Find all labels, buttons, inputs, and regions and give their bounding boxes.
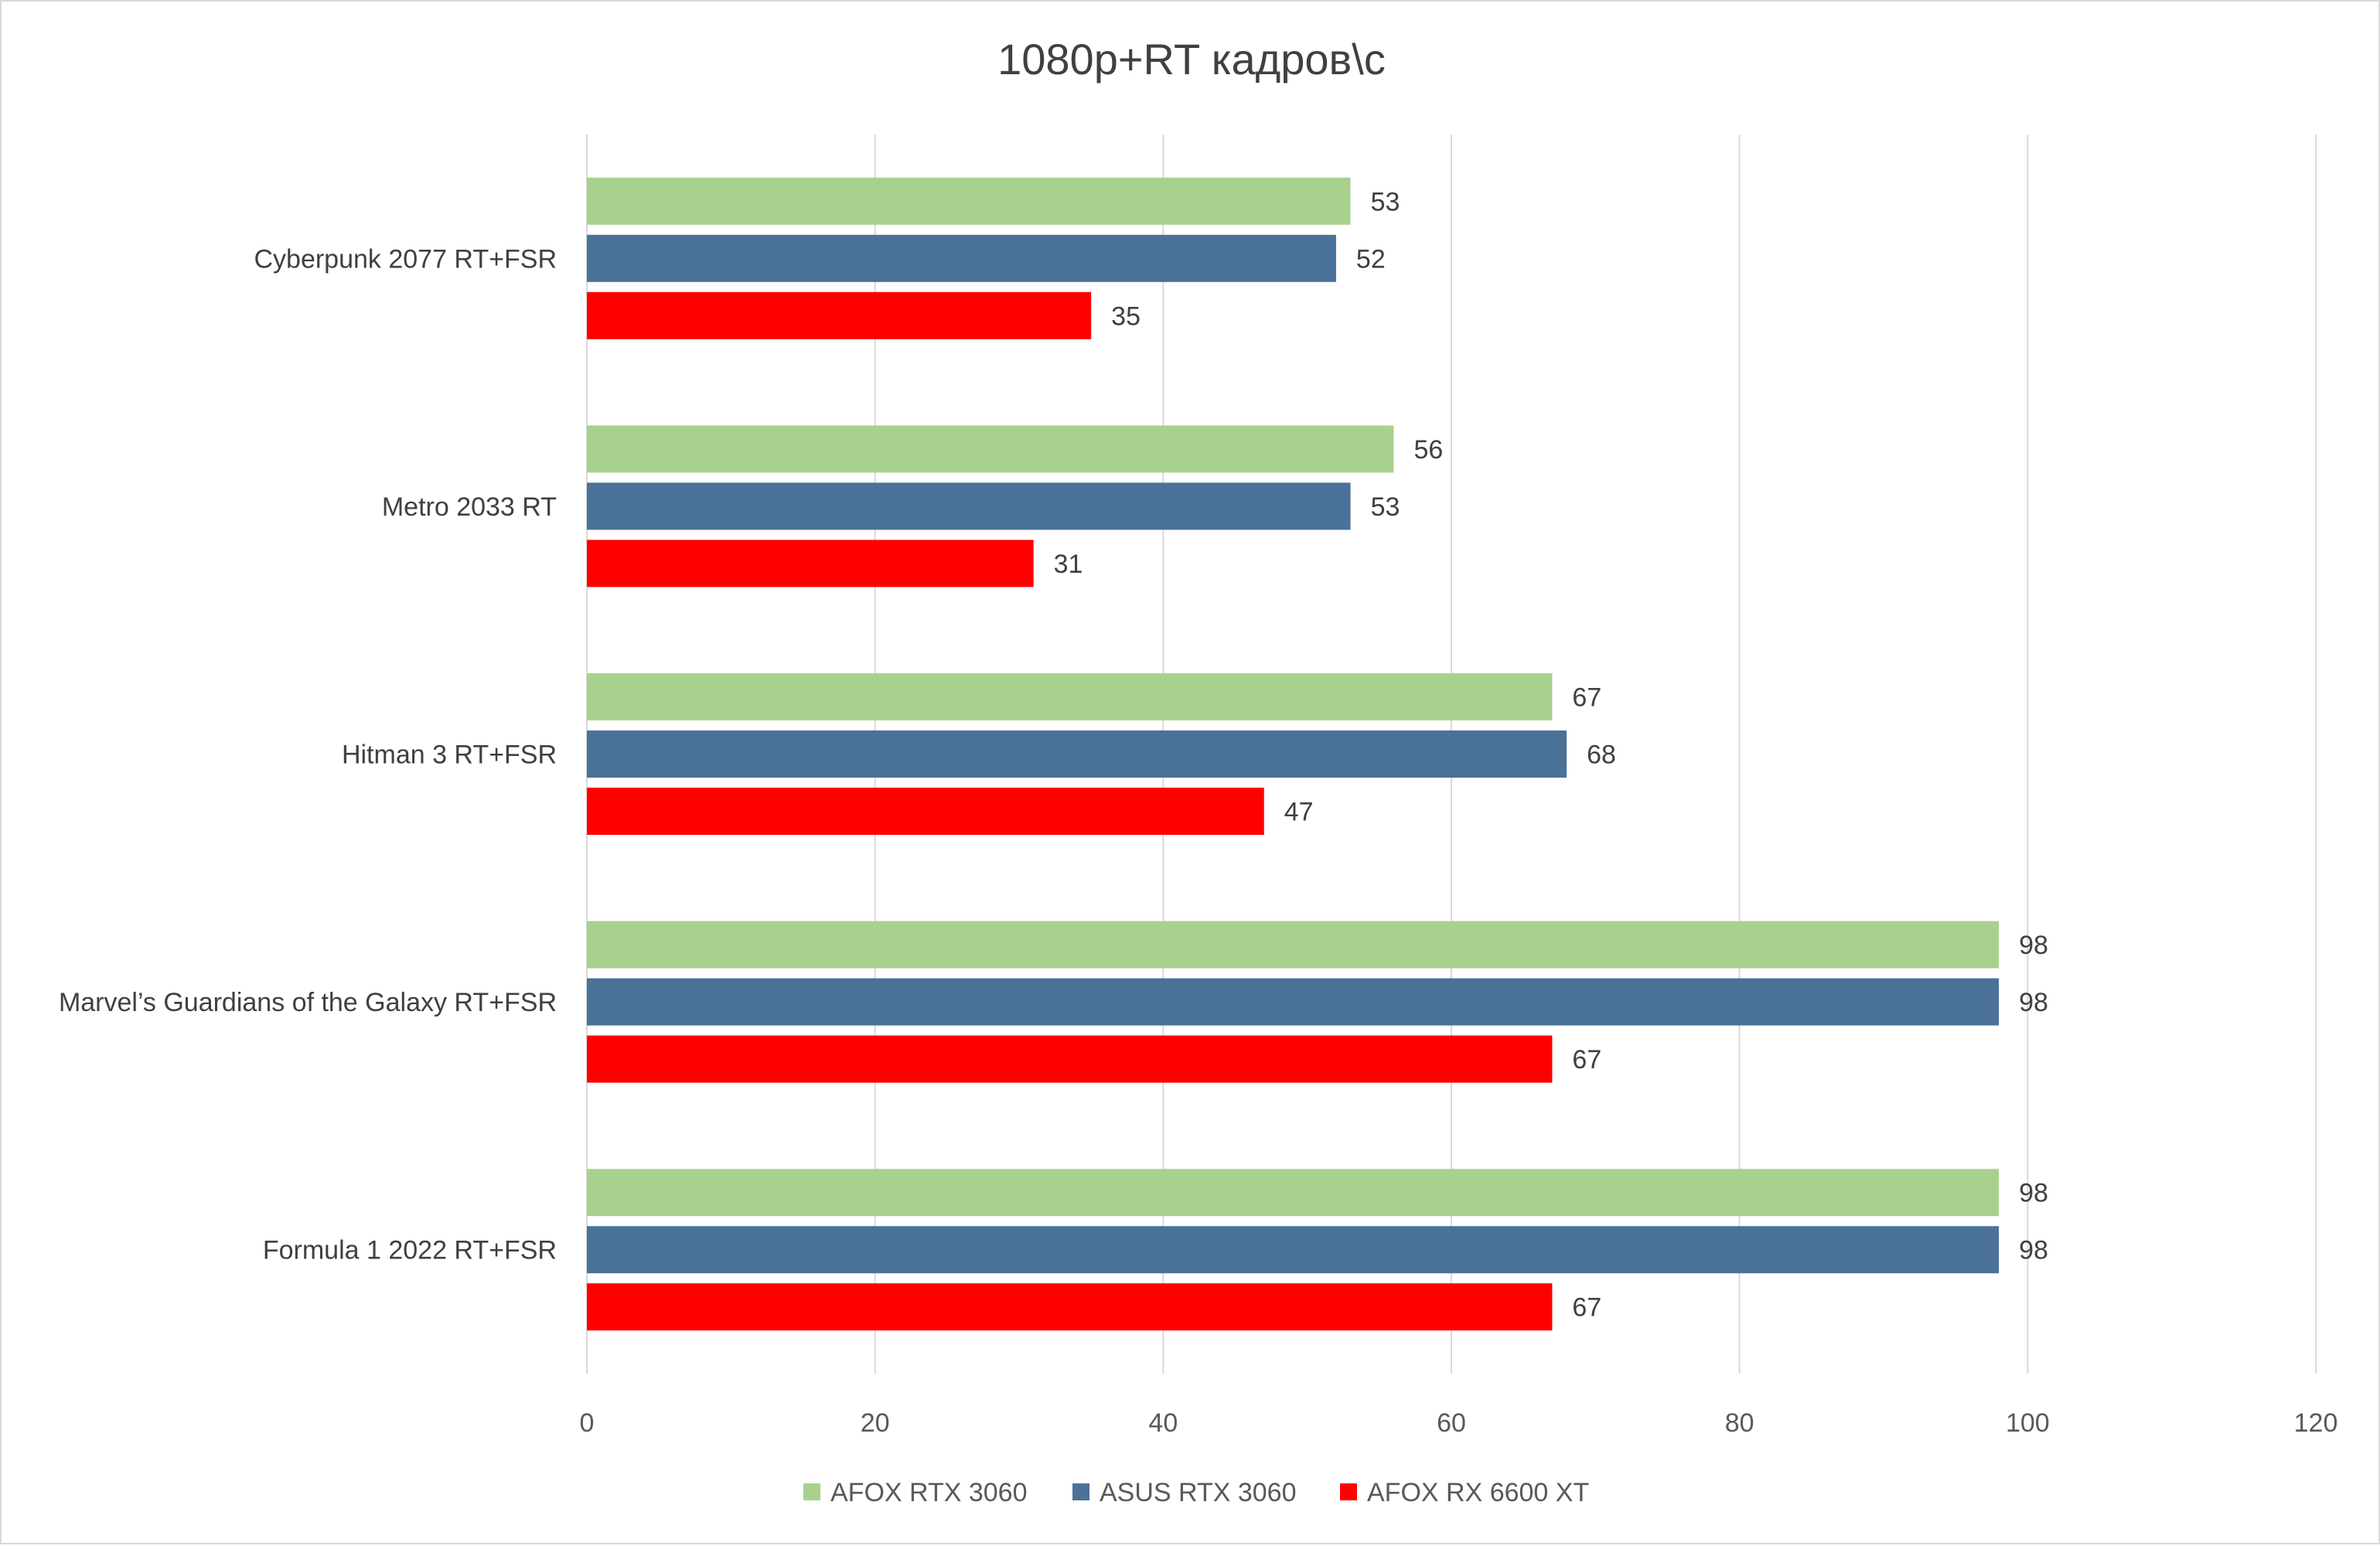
data-label: 98 bbox=[2019, 988, 2048, 1017]
bars bbox=[587, 177, 2000, 1331]
legend-swatch bbox=[1072, 1483, 1089, 1500]
data-label: 31 bbox=[1054, 550, 1083, 579]
legend-label: AFOX RX 6600 XT bbox=[1367, 1478, 1589, 1507]
bar bbox=[587, 177, 1351, 225]
bar bbox=[587, 482, 1351, 530]
bar bbox=[587, 673, 1553, 720]
x-axis-ticks: 0 20 40 60 80 100 120 bbox=[580, 1408, 2338, 1438]
data-label: 56 bbox=[1413, 435, 1443, 465]
data-label: 67 bbox=[1572, 1045, 1601, 1074]
data-label: 98 bbox=[2019, 1179, 2048, 1208]
data-labels: 53 52 35 56 53 31 67 68 47 98 98 67 98 98 67 bbox=[1054, 187, 2048, 1322]
data-label: 53 bbox=[1371, 492, 1400, 522]
data-label: 52 bbox=[1356, 244, 1386, 274]
data-label: 98 bbox=[2019, 931, 2048, 960]
legend-label: AFOX RTX 3060 bbox=[830, 1478, 1028, 1507]
data-label: 35 bbox=[1111, 301, 1141, 331]
chart-title: 1080p+RT кадров\с bbox=[997, 35, 1386, 83]
bar bbox=[587, 1169, 2000, 1217]
category-label: Formula 1 2022 RT+FSR bbox=[263, 1236, 557, 1265]
x-tick-label: 120 bbox=[2294, 1408, 2338, 1438]
bar bbox=[587, 1035, 1553, 1083]
bar bbox=[587, 425, 1394, 473]
legend-label: ASUS RTX 3060 bbox=[1100, 1478, 1297, 1507]
category-label: Marvel’s Guardians of the Galaxy RT+FSR bbox=[59, 988, 557, 1017]
bar bbox=[587, 540, 1034, 587]
bar bbox=[587, 1283, 1553, 1331]
data-label: 98 bbox=[2019, 1236, 2048, 1265]
data-label: 67 bbox=[1572, 683, 1601, 713]
x-tick-label: 40 bbox=[1148, 1408, 1178, 1438]
bar bbox=[587, 730, 1567, 778]
bar bbox=[587, 978, 2000, 1026]
bar bbox=[587, 291, 1092, 339]
category-label: Cyberpunk 2077 RT+FSR bbox=[254, 244, 557, 274]
bar bbox=[587, 788, 1264, 835]
bar bbox=[587, 1226, 2000, 1274]
x-tick-label: 0 bbox=[580, 1408, 595, 1438]
x-tick-label: 100 bbox=[2006, 1408, 2050, 1438]
category-labels: Cyberpunk 2077 RT+FSR Metro 2033 RT Hitman… bbox=[59, 244, 557, 1265]
x-tick-label: 80 bbox=[1725, 1408, 1754, 1438]
data-label: 67 bbox=[1572, 1293, 1601, 1323]
data-label: 47 bbox=[1284, 798, 1314, 827]
legend-swatch bbox=[803, 1483, 820, 1500]
legend-swatch bbox=[1340, 1483, 1357, 1500]
data-label: 68 bbox=[1587, 741, 1616, 770]
data-label: 53 bbox=[1371, 187, 1400, 216]
category-label: Metro 2033 RT bbox=[382, 492, 557, 522]
category-label: Hitman 3 RT+FSR bbox=[342, 741, 557, 770]
x-tick-label: 60 bbox=[1437, 1408, 1466, 1438]
bar bbox=[587, 234, 1336, 282]
legend: AFOX RTX 3060 ASUS RTX 3060 AFOX RX 6600 X… bbox=[803, 1478, 1589, 1507]
x-tick-label: 20 bbox=[861, 1408, 890, 1438]
bar bbox=[587, 921, 2000, 969]
